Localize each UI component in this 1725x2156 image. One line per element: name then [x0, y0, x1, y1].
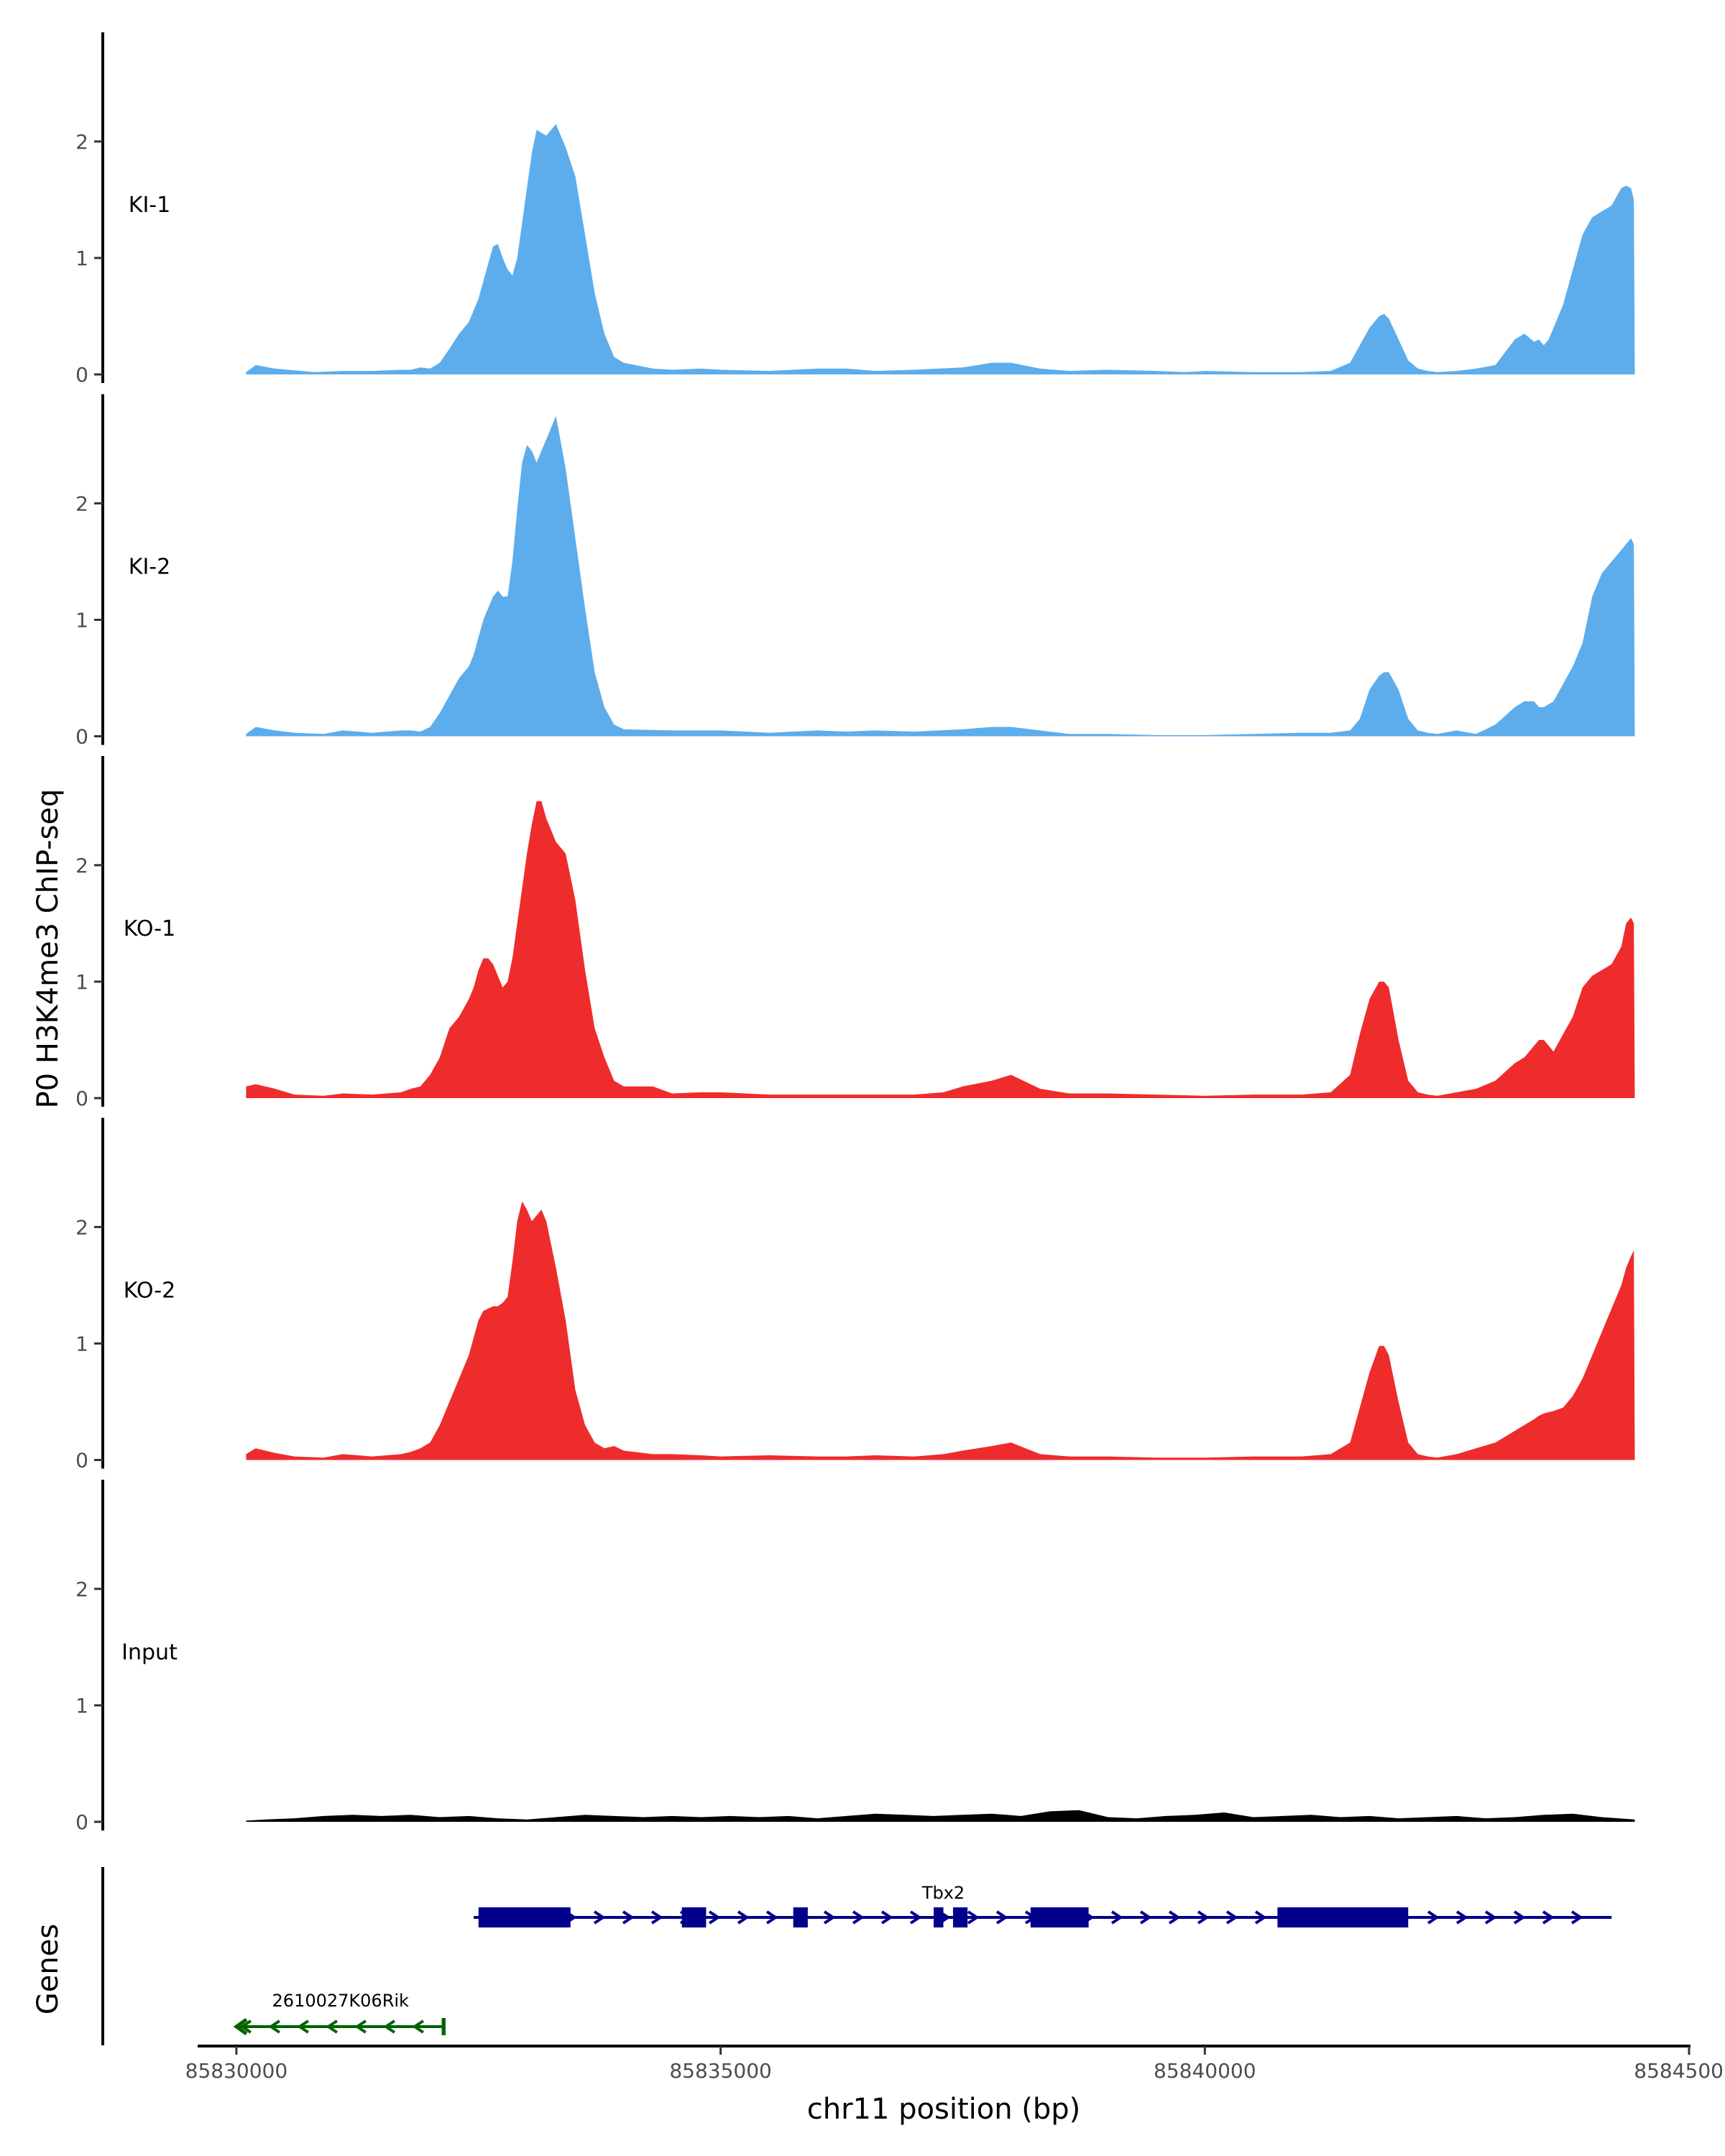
strand-arrow: [909, 1910, 922, 1925]
strand-arrow: [268, 2019, 281, 2034]
y-tick-label: 0: [75, 1087, 88, 1110]
x-tick-label: 85830000: [185, 2059, 288, 2083]
strand-arrow: [880, 1910, 893, 1925]
exon: [681, 1907, 707, 1927]
gene-label: Tbx2: [921, 1883, 965, 1903]
strand-arrow: [1110, 1910, 1123, 1925]
track-area: [246, 415, 1635, 737]
strand-arrow: [967, 1910, 980, 1925]
track-area: [246, 801, 1635, 1098]
strand-arrow: [737, 1910, 750, 1925]
strand-arrow: [1197, 1910, 1210, 1925]
strand-arrow: [297, 2019, 310, 2034]
x-tick-label: 85835000: [669, 2059, 772, 2083]
strand-arrow: [354, 2019, 367, 2034]
y-tick-label: 0: [75, 725, 88, 749]
track-label: KO-2: [124, 1279, 175, 1304]
strand-arrow: [239, 2019, 252, 2034]
exon: [441, 2018, 446, 2035]
strand-arrow: [1427, 1910, 1440, 1925]
x-tick-label: 8584500: [1634, 2059, 1724, 2083]
tracks-layer: 0 1 2 KI-1 0 1 2 KI-2 0 1 2 KO-1 0 1 2 KO-2 0 1 2 Input: [75, 32, 1635, 1834]
y-tick-label: 1: [75, 970, 88, 994]
strand-arrow: [1513, 1910, 1526, 1925]
y-tick-label: 2: [75, 854, 88, 877]
exon: [793, 1907, 808, 1927]
track-ki-2: 0 1 2 KI-2: [75, 394, 1635, 749]
exon: [1030, 1907, 1089, 1927]
y-tick-label: 0: [75, 1449, 88, 1473]
strand-arrow: [650, 1910, 663, 1925]
track-area: [246, 124, 1635, 374]
exon: [934, 1907, 944, 1927]
y-tick-label: 1: [75, 1694, 88, 1718]
y-tick-label: 0: [75, 1810, 88, 1834]
gene-label: 2610027K06Rik: [272, 1991, 410, 2011]
strand-arrow: [823, 1910, 836, 1925]
y-tick-label: 0: [75, 363, 88, 387]
y-tick-label: 1: [75, 608, 88, 632]
y-tick-label: 2: [75, 1577, 88, 1601]
strand-arrow: [1168, 1910, 1181, 1925]
gene-2610027k06rik: 2610027K06Rik: [233, 1991, 446, 2036]
y-tick-label: 2: [75, 492, 88, 515]
x-axis-title: chr11 position (bp): [807, 2093, 1081, 2126]
gene-tbx2: Tbx2: [474, 1883, 1612, 1927]
strand-arrow: [1139, 1910, 1152, 1925]
track-label: Input: [121, 1640, 178, 1665]
x-tick-label: 85840000: [1154, 2059, 1256, 2083]
strand-arrow: [1542, 1910, 1555, 1925]
strand-arrow: [1254, 1910, 1267, 1925]
strand-arrow: [1225, 1910, 1238, 1925]
y-tick-label: 1: [75, 1332, 88, 1355]
strand-arrow: [765, 1910, 778, 1925]
y-tick-label: 2: [75, 130, 88, 154]
y-tick-label: 2: [75, 1215, 88, 1239]
track-ki-1: 0 1 2 KI-1: [75, 32, 1635, 387]
track-area: [246, 1201, 1635, 1460]
genes-axis-title: Genes: [32, 1924, 65, 2014]
strand-arrow-head: [233, 2017, 248, 2036]
strand-arrow: [1570, 1910, 1583, 1925]
track-label: KI-1: [129, 193, 170, 218]
strand-arrow: [326, 2019, 339, 2034]
exon: [478, 1907, 571, 1927]
track-label: KO-1: [124, 916, 175, 941]
track-area: [246, 1810, 1635, 1822]
strand-arrow: [1484, 1910, 1497, 1925]
y-tick-label: 1: [75, 247, 88, 270]
strand-arrow: [593, 1910, 606, 1925]
track-input: 0 1 2 Input: [75, 1480, 1635, 1834]
track-ko-2: 0 1 2 KO-2: [75, 1118, 1635, 1473]
strand-arrow: [1455, 1910, 1468, 1925]
track-label: KI-2: [129, 555, 170, 580]
exon: [952, 1907, 968, 1927]
exon: [1277, 1907, 1409, 1927]
x-axis: 85830000 85835000 85840000 8584500: [185, 2045, 1724, 2083]
strand-arrow: [412, 2019, 425, 2034]
strand-arrow: [708, 1910, 721, 1925]
strand-arrow: [995, 1910, 1008, 1925]
track-ko-1: 0 1 2 KO-1: [75, 756, 1635, 1110]
strand-arrow: [852, 1910, 865, 1925]
strand-arrow: [383, 2019, 396, 2034]
strand-arrow: [622, 1910, 635, 1925]
genes-layer: Tbx2 2610027K06Rik: [101, 1867, 1612, 2045]
y-axis-title: P0 H3K4me3 ChIP-seq: [32, 789, 65, 1109]
